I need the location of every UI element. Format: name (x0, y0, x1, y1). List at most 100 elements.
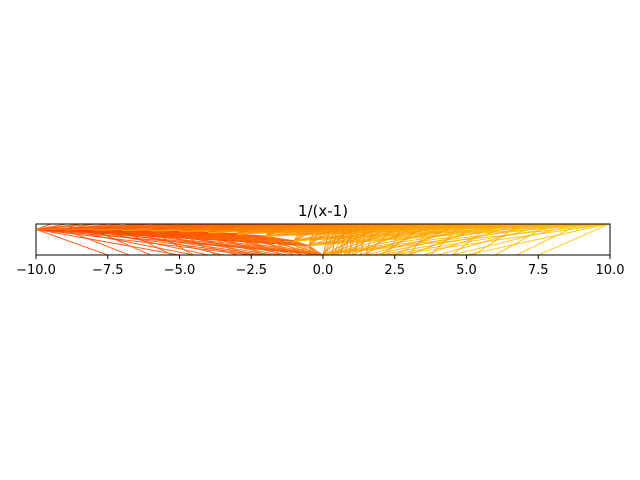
chord-line-40 (64, 224, 96, 231)
chord-line-301 (366, 170, 495, 221)
chord-line-261 (340, 224, 346, 255)
chord-line-238 (322, 224, 388, 255)
chord-line-91 (122, 224, 290, 231)
chord-line-332 (438, 217, 524, 222)
x-tick-label: −7.5 (92, 263, 124, 278)
chord-line-171 (236, 224, 280, 235)
chord-line-339 (467, 220, 582, 224)
chord-line-281 (472, 224, 522, 255)
chord-line-308 (373, 189, 438, 217)
chord-line-170 (236, 224, 269, 235)
chord-line-269 (421, 224, 520, 255)
chord-line-312 (373, 189, 552, 223)
chord-line-59 (93, 229, 324, 255)
chord-line-325 (409, 213, 495, 221)
chord-line-341 (495, 221, 524, 222)
chord-line-166 (236, 233, 282, 255)
chord-line-321 (380, 199, 581, 224)
x-tick-label: 7.5 (528, 263, 549, 278)
chord-line-304 (366, 170, 581, 223)
chord-line-318 (380, 199, 495, 222)
chord-line-303 (366, 170, 553, 222)
chord-line-333 (438, 217, 553, 222)
chord-line-254 (357, 224, 456, 255)
chord-line-326 (409, 213, 524, 222)
chord-line-205 (294, 224, 322, 242)
chord-line-126 (179, 231, 290, 255)
chord-line-300 (366, 170, 466, 219)
chord-line-299 (366, 170, 438, 217)
chord-line-206 (294, 224, 330, 242)
chord-line-264 (351, 224, 369, 255)
chord-line-337 (467, 220, 524, 222)
chord-line-296 (366, 170, 373, 189)
chord-line-11 (36, 228, 256, 255)
x-tick-label: −10.0 (16, 263, 56, 278)
chord-line-268 (407, 224, 490, 255)
chart-title: 1/(x-1) (298, 202, 348, 220)
chord-line-105 (150, 230, 283, 255)
chord-line-227 (308, 224, 512, 247)
chord-line-305 (609, 224, 610, 225)
chord-line-290 (359, 114, 467, 220)
chord-line-84 (121, 229, 225, 255)
chord-line-199 (294, 240, 324, 255)
chord-line-251 (336, 224, 362, 255)
x-tick-label: 10.0 (596, 263, 625, 278)
chord-line-61 (93, 229, 211, 255)
chord-line-266 (379, 224, 429, 255)
chord-line-340 (603, 224, 610, 225)
x-tick-label: 0.0 (313, 263, 334, 278)
chord-line-327 (409, 213, 552, 223)
chord-line-187 (265, 224, 286, 237)
chord-line-66 (93, 224, 153, 231)
chord-line-249 (333, 224, 347, 255)
chord-line-222 (308, 224, 343, 247)
chord-line-297 (366, 170, 380, 198)
chord-line-89 (122, 224, 178, 231)
chord-line-36 (64, 229, 263, 255)
chord-line-286 (359, 114, 373, 189)
chord-line-259 (391, 224, 610, 255)
chord-line-294 (359, 114, 581, 223)
chord-line-130 (179, 224, 205, 232)
chord-line-202 (293, 240, 303, 255)
chord-line-167 (236, 233, 260, 255)
chord-line-313 (373, 189, 581, 223)
chord-line-345 (524, 222, 553, 223)
chord-line-68 (93, 224, 271, 231)
chord-line-282 (494, 224, 552, 255)
chord-line-201 (293, 240, 310, 255)
chord-line-279 (429, 224, 463, 255)
chord-line-64 (93, 224, 124, 231)
chord-line-347 (599, 224, 610, 225)
chord-line-331 (438, 217, 495, 221)
chart-marks (36, 114, 610, 339)
chord-line-189 (265, 224, 305, 237)
chord-line-317 (380, 199, 466, 220)
chord-line-284 (537, 224, 610, 255)
chord-line-204 (293, 224, 313, 242)
chord-line-87 (121, 224, 151, 231)
chord-line-107 (150, 230, 195, 255)
chord-line-256 (370, 224, 518, 255)
chord-line-295 (609, 224, 610, 225)
chord-line-280 (451, 224, 493, 255)
chord-line-277 (387, 224, 404, 255)
chord-line-260 (337, 283, 344, 339)
chord-line-285 (359, 114, 366, 170)
chord-line-334 (438, 217, 582, 223)
chord-line-185 (265, 235, 281, 255)
chord-line-319 (380, 199, 524, 222)
chord-line-109 (150, 224, 178, 232)
chord-line-315 (380, 199, 409, 213)
chord-line-320 (380, 199, 552, 223)
chord-line-263 (347, 224, 361, 255)
chord-line-240 (322, 224, 452, 255)
chord-line-336 (467, 220, 496, 221)
chord-line-335 (604, 224, 610, 225)
chord-line-104 (150, 230, 324, 255)
chord-line-183 (265, 235, 310, 255)
chord-line-298 (366, 170, 409, 212)
chord-line-322 (608, 224, 610, 225)
